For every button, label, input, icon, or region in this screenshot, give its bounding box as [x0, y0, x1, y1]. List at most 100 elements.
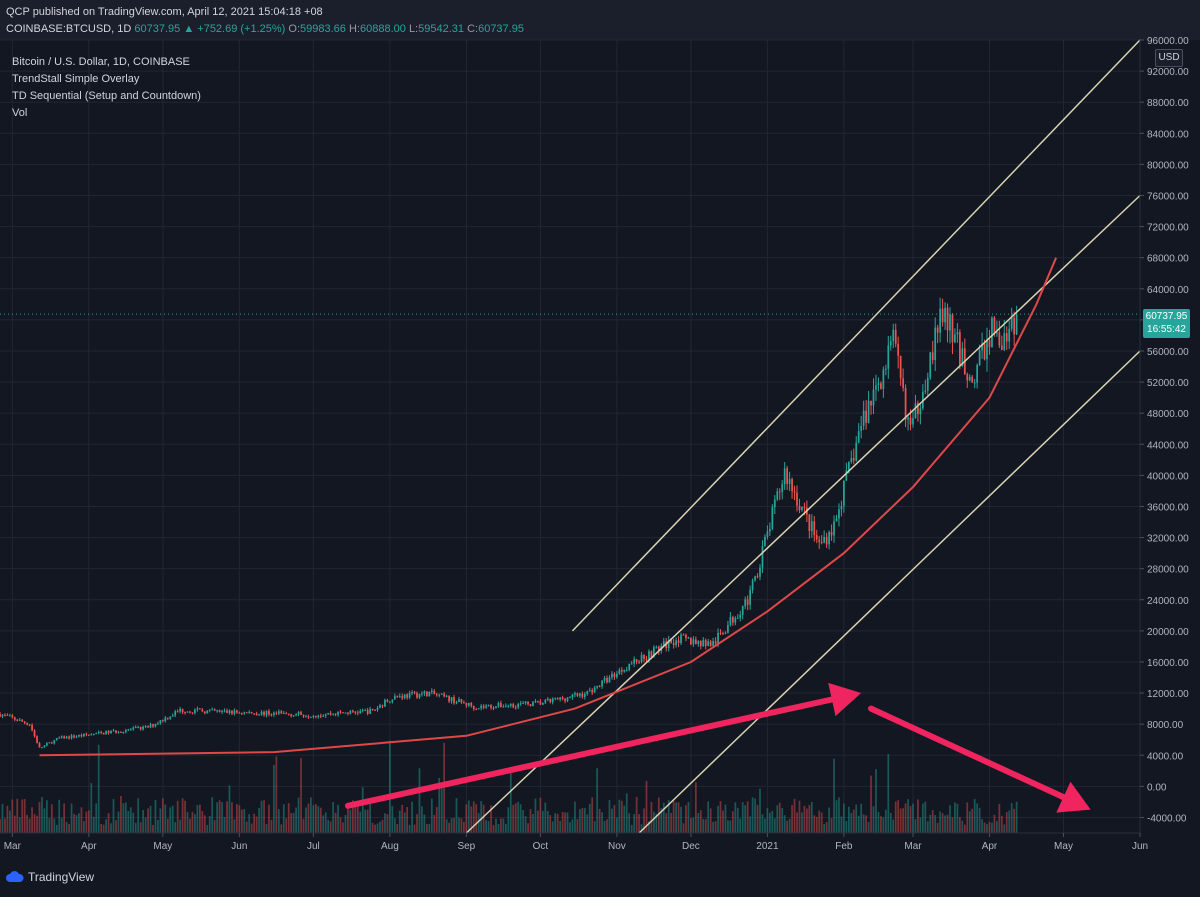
volume-bar: [218, 800, 221, 833]
candle-body: [117, 731, 120, 733]
candle-body: [18, 719, 21, 721]
candle-body: [741, 606, 744, 615]
volume-bar: [169, 807, 172, 833]
candle-body: [944, 307, 946, 323]
volume-bar: [228, 785, 231, 833]
candle-body: [95, 733, 98, 735]
candle-body: [21, 719, 24, 722]
candle-body: [897, 343, 900, 356]
tradingview-logo[interactable]: TradingView: [6, 870, 94, 884]
volume-bar: [690, 818, 692, 833]
volume-bar: [699, 810, 702, 833]
candle-body: [120, 731, 122, 733]
volume-bar: [433, 814, 436, 833]
candle-body: [838, 509, 840, 519]
volume-bar: [867, 821, 870, 833]
candle-body: [727, 625, 729, 633]
volume-bar: [576, 819, 579, 833]
volume-bar: [504, 823, 507, 833]
volume-bar: [85, 811, 88, 833]
last-price: 60737.95: [134, 23, 181, 35]
candle-body: [139, 726, 142, 730]
price-chart[interactable]: 96000.00 92000.00 88000.00 84000.00 80000.00…: [0, 0, 1200, 857]
candle-body: [694, 639, 697, 645]
candle-body: [9, 715, 11, 717]
time-tick-label: Nov: [608, 841, 626, 852]
candle-body: [504, 705, 507, 707]
volume-bar: [282, 804, 285, 833]
candle-body: [796, 492, 798, 506]
volume-bar: [685, 805, 687, 833]
candle-body: [280, 711, 283, 714]
candle-body: [233, 710, 236, 714]
candle-body: [401, 696, 404, 699]
open-value: 59983.66: [300, 23, 346, 35]
candle-body: [458, 699, 460, 703]
volume-bar: [537, 810, 539, 833]
candle-body: [255, 713, 258, 716]
candle-body: [756, 576, 759, 578]
candle-body: [936, 327, 939, 333]
volume-bar: [549, 815, 552, 833]
volume-bar: [593, 821, 596, 833]
volume-bar: [1003, 824, 1006, 833]
candle-body: [509, 703, 512, 706]
time-tick-label: Sep: [457, 841, 475, 852]
volume-bar: [583, 807, 586, 833]
volume-bar: [48, 818, 51, 833]
volume-bar: [115, 820, 117, 833]
volume-bar: [389, 740, 391, 833]
volume-bar: [33, 813, 36, 833]
candle-body: [297, 712, 300, 715]
volume-bar: [465, 804, 468, 833]
candle-body: [892, 329, 895, 342]
candle-body: [226, 710, 228, 713]
legend-indicator-volume[interactable]: Vol: [12, 107, 28, 119]
arrow-down-head: [1056, 781, 1091, 813]
candle-body: [208, 709, 211, 711]
candle-body: [329, 713, 332, 715]
candle-body: [142, 726, 144, 730]
volume-bar: [1015, 801, 1018, 833]
volume-bar: [981, 819, 983, 833]
volume-bar: [470, 806, 473, 833]
volume-bar: [440, 787, 443, 833]
candle-body: [324, 714, 327, 716]
candle-body: [613, 673, 616, 678]
volume-bar: [586, 814, 589, 833]
legend-indicator-trendstall[interactable]: TrendStall Simple Overlay: [12, 73, 140, 85]
publish-header: QCP published on TradingView.com, April …: [0, 0, 1200, 40]
candle-body: [157, 723, 159, 725]
candle-body: [882, 369, 885, 389]
time-tick-label: Feb: [835, 841, 853, 852]
candle-body: [993, 317, 996, 334]
volume-bar: [904, 803, 907, 833]
volume-bar: [712, 821, 714, 833]
candle-body: [917, 403, 919, 415]
volume-bar: [739, 818, 742, 833]
candle-body: [549, 698, 552, 703]
volume-bar: [554, 813, 557, 833]
volume-bar: [297, 797, 300, 833]
candle-body: [1, 714, 4, 717]
currency-button[interactable]: USD: [1155, 49, 1183, 67]
volume-bar: [796, 812, 798, 833]
candle-body: [931, 352, 934, 361]
candle-body: [862, 410, 865, 426]
candle-body: [379, 705, 381, 708]
candle-body: [16, 719, 19, 721]
time-tick-label: Apr: [982, 841, 998, 852]
volume-bar: [253, 813, 256, 833]
volume-bar: [628, 813, 631, 833]
volume-bar: [418, 768, 421, 833]
legend-indicator-td-sequential[interactable]: TD Sequential (Setup and Countdown): [12, 90, 201, 102]
candle-body: [166, 717, 169, 719]
volume-bar: [421, 806, 423, 833]
candle-body: [586, 691, 589, 695]
candle-body: [411, 691, 413, 694]
price-tick-label: 0.00: [1147, 782, 1167, 793]
volume-bar: [956, 803, 959, 833]
candle-body: [880, 383, 882, 389]
candle-body: [502, 706, 505, 708]
volume-bar: [963, 824, 966, 833]
